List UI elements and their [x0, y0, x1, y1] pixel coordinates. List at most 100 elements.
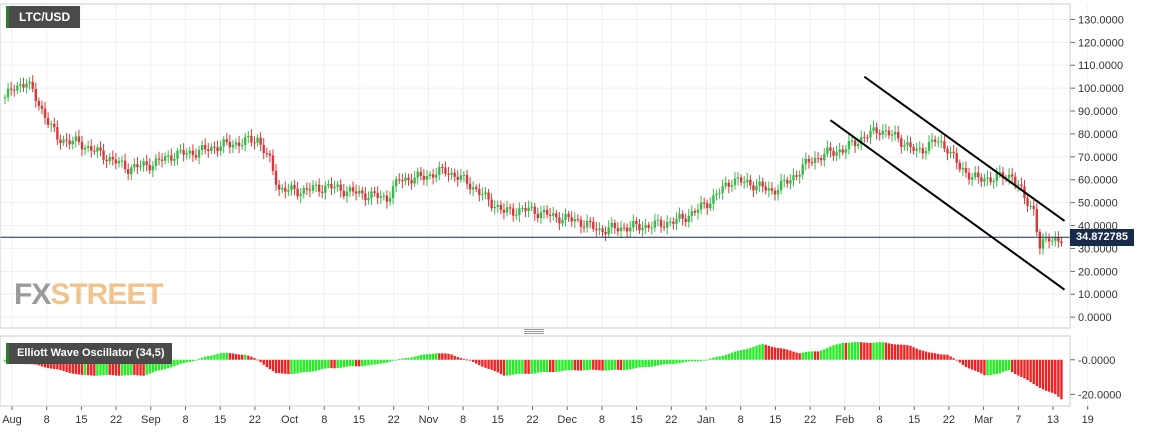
- oscillator-bar: [3, 359, 7, 362]
- candle-body: [558, 217, 561, 224]
- oscillator-bar: [823, 349, 826, 360]
- candle-body: [228, 141, 232, 148]
- oscillator-bar: [167, 359, 170, 369]
- candle-body: [388, 198, 392, 202]
- pane-resize-handle[interactable]: [524, 328, 544, 336]
- oscillator-bar: [961, 359, 965, 365]
- candle-body: [678, 213, 681, 219]
- oscillator-bar: [881, 342, 884, 360]
- oscillator-bar: [672, 359, 675, 364]
- candle-body: [287, 190, 290, 192]
- channel-line-upper[interactable]: [863, 75, 1066, 222]
- channel-line-lower[interactable]: [829, 119, 1066, 291]
- date-tick-label: 8: [599, 414, 605, 426]
- oscillator-bar: [287, 359, 290, 375]
- oscillator-bar: [835, 344, 838, 360]
- oscillator-axis[interactable]: -0.0000 -20.0000: [1070, 355, 1121, 402]
- date-tick-label: 8: [460, 414, 466, 426]
- oscillator-bar: [284, 359, 287, 374]
- candle-body: [946, 148, 949, 154]
- oscillator-bar: [943, 354, 946, 360]
- candle-body: [46, 117, 50, 125]
- oscillator-bar: [918, 349, 921, 360]
- candle-body: [847, 140, 851, 150]
- candle-body: [453, 172, 456, 177]
- candle-body: [96, 147, 99, 152]
- candle-body: [758, 181, 761, 186]
- price-tick-label: 90.0000: [1078, 106, 1118, 118]
- oscillator-bar: [893, 344, 897, 360]
- candle-body: [160, 159, 164, 161]
- date-axis[interactable]: Aug 8 15 22 Sep 8 15 22 Oct 8 15 22 Nov 8 15 22 Dec 8 15 22…: [2, 406, 1094, 426]
- candle-body: [656, 219, 660, 221]
- candle-body: [666, 221, 669, 228]
- oscillator-bar: [709, 358, 712, 360]
- candle-body: [974, 172, 977, 178]
- candle-body: [779, 180, 783, 191]
- oscillator-bar: [832, 345, 835, 360]
- candle-body: [422, 175, 426, 180]
- oscillator-bar: [795, 352, 798, 360]
- candle-body: [983, 178, 986, 182]
- candle-body: [130, 167, 133, 175]
- oscillator-bar: [136, 359, 139, 376]
- candle-body: [25, 83, 28, 88]
- candle-body: [632, 220, 635, 228]
- oscillator-bar: [342, 359, 345, 368]
- oscillator-bar: [989, 359, 992, 376]
- oscillator-bar: [314, 359, 318, 371]
- date-tick-label: 22: [249, 414, 261, 426]
- oscillator-bar: [607, 359, 610, 371]
- candle-body: [650, 227, 653, 229]
- oscillator-bar: [776, 347, 780, 360]
- oscillator-bar: [727, 353, 730, 360]
- candle-body: [906, 142, 909, 146]
- oscillator-bar: [80, 359, 84, 375]
- candle-body: [607, 227, 610, 235]
- oscillator-bar: [105, 359, 108, 375]
- oscillator-bar: [632, 359, 635, 369]
- candle-body: [373, 191, 376, 193]
- oscillator-bar: [533, 359, 536, 374]
- oscillator-bar: [622, 359, 626, 370]
- oscillator-bar: [336, 359, 339, 369]
- candle-body: [512, 208, 515, 216]
- candle-body: [336, 184, 339, 187]
- candle-body: [1054, 237, 1057, 241]
- candle-body: [490, 199, 493, 209]
- price-axis[interactable]: 130.0000 120.0000 110.0000 100.0000 90.0000 8…: [1070, 14, 1124, 324]
- candle-body: [764, 186, 767, 191]
- oscillator-bar: [548, 359, 552, 373]
- oscillator-bar: [536, 359, 540, 373]
- candle-body: [1035, 208, 1038, 233]
- oscillator-bar: [733, 351, 737, 360]
- date-tick-label: Oct: [281, 414, 298, 426]
- oscillator-bar: [542, 359, 546, 373]
- date-tick-label: 22: [110, 414, 122, 426]
- candle-body: [958, 162, 961, 170]
- candle-body: [952, 151, 955, 154]
- candle-body: [1026, 198, 1029, 206]
- oscillator-bar: [847, 342, 851, 360]
- date-tick-label: 8: [876, 414, 882, 426]
- oscillator-bar: [237, 354, 241, 360]
- oscillator-bar: [820, 350, 823, 360]
- oscillator-bar: [265, 359, 268, 368]
- candle-body: [835, 152, 838, 156]
- oscillator-bar: [900, 344, 903, 360]
- candle-body: [903, 145, 906, 147]
- oscillator-bar: [354, 359, 358, 367]
- oscillator-bar: [1014, 359, 1017, 375]
- oscillator-bar: [512, 359, 515, 375]
- candle-body: [508, 207, 512, 209]
- candle-body: [348, 187, 352, 192]
- oscillator-bar: [185, 359, 188, 363]
- candle-body: [844, 149, 848, 153]
- oscillator-bar: [213, 354, 216, 360]
- oscillator-bar: [967, 359, 971, 369]
- candle-body: [629, 227, 632, 232]
- oscillator-bar: [1017, 359, 1020, 376]
- candle-body: [773, 190, 777, 195]
- price-tick-label: 50.0000: [1078, 198, 1118, 210]
